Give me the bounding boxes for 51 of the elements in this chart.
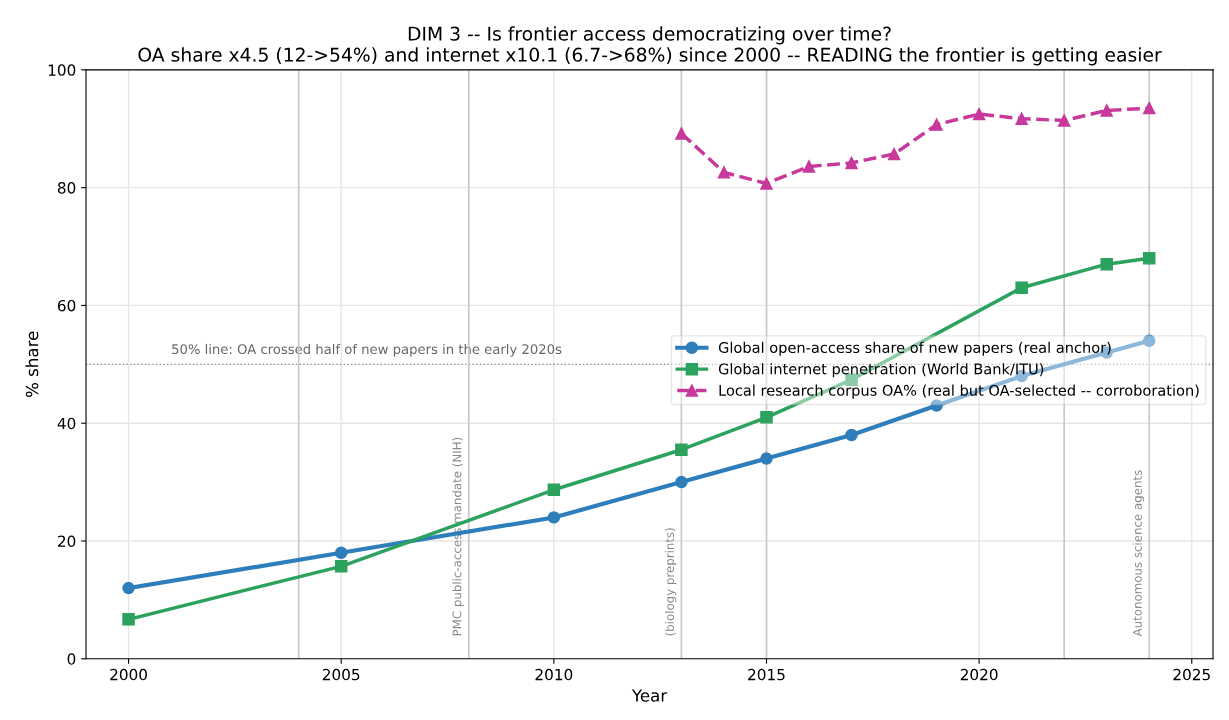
point [675, 127, 688, 140]
y-tick-label: 60 [57, 299, 76, 312]
chart-subtitle: OA share x4.5 (12->54%) and internet x10.1 (6.7->68%) since 2000 -- READING the frontier is getting easier [138, 47, 1162, 66]
y-tick-label: 20 [57, 535, 76, 548]
point [760, 452, 773, 465]
point [717, 166, 731, 179]
point [675, 443, 688, 456]
x-axis-title: Year [631, 689, 668, 702]
x-tick-label: 2005 [322, 668, 360, 681]
point [122, 581, 135, 595]
legend-label: Local research corpus OA% (real but OA-selected -- corroboration) [719, 384, 1199, 399]
point [1142, 252, 1156, 265]
ref-line-label: PMC public-access mandate (NIH) [452, 437, 464, 636]
y-tick-label: 40 [57, 417, 76, 430]
point [930, 399, 943, 412]
ref-line-label: 50% line: OA crossed half of new papers in the early 2020s [172, 343, 562, 357]
point [845, 156, 858, 170]
x-tick-label: 2010 [535, 668, 573, 681]
point [675, 475, 688, 489]
x-tick-label: 2020 [960, 668, 998, 681]
point [845, 428, 858, 442]
point [1015, 112, 1028, 125]
point [547, 483, 561, 497]
point [334, 560, 348, 573]
ref-line-label: (biology preprints) [664, 528, 677, 636]
point [1142, 334, 1156, 348]
point [122, 613, 135, 626]
chart-title: DIM 3 -- Is frontier access democratizing over time? [408, 26, 891, 45]
x-tick-label: 2025 [1173, 668, 1210, 681]
point [930, 118, 943, 131]
y-tick-label: 0 [67, 653, 76, 665]
point [1057, 114, 1071, 127]
legend-label: Global internet penetration (World Bank/ITU) [718, 363, 1044, 378]
ref-line-label: Autonomous science agents [1132, 470, 1145, 637]
legend-label: Global open-access share of new papers (real anchor) [718, 341, 1111, 356]
point [1142, 101, 1156, 115]
point [760, 411, 773, 424]
point [334, 546, 348, 560]
point [887, 147, 901, 161]
point [1100, 104, 1113, 117]
point [547, 511, 561, 524]
x-tick-label: 2015 [748, 668, 785, 681]
x-tick-label: 2000 [110, 668, 147, 681]
y-axis-title: % share [25, 331, 39, 398]
point [972, 107, 986, 121]
point [1015, 281, 1028, 295]
y-tick-label: 100 [48, 64, 76, 76]
point [802, 160, 816, 173]
point [760, 177, 773, 190]
point [1100, 257, 1113, 271]
y-tick-label: 80 [57, 182, 76, 194]
